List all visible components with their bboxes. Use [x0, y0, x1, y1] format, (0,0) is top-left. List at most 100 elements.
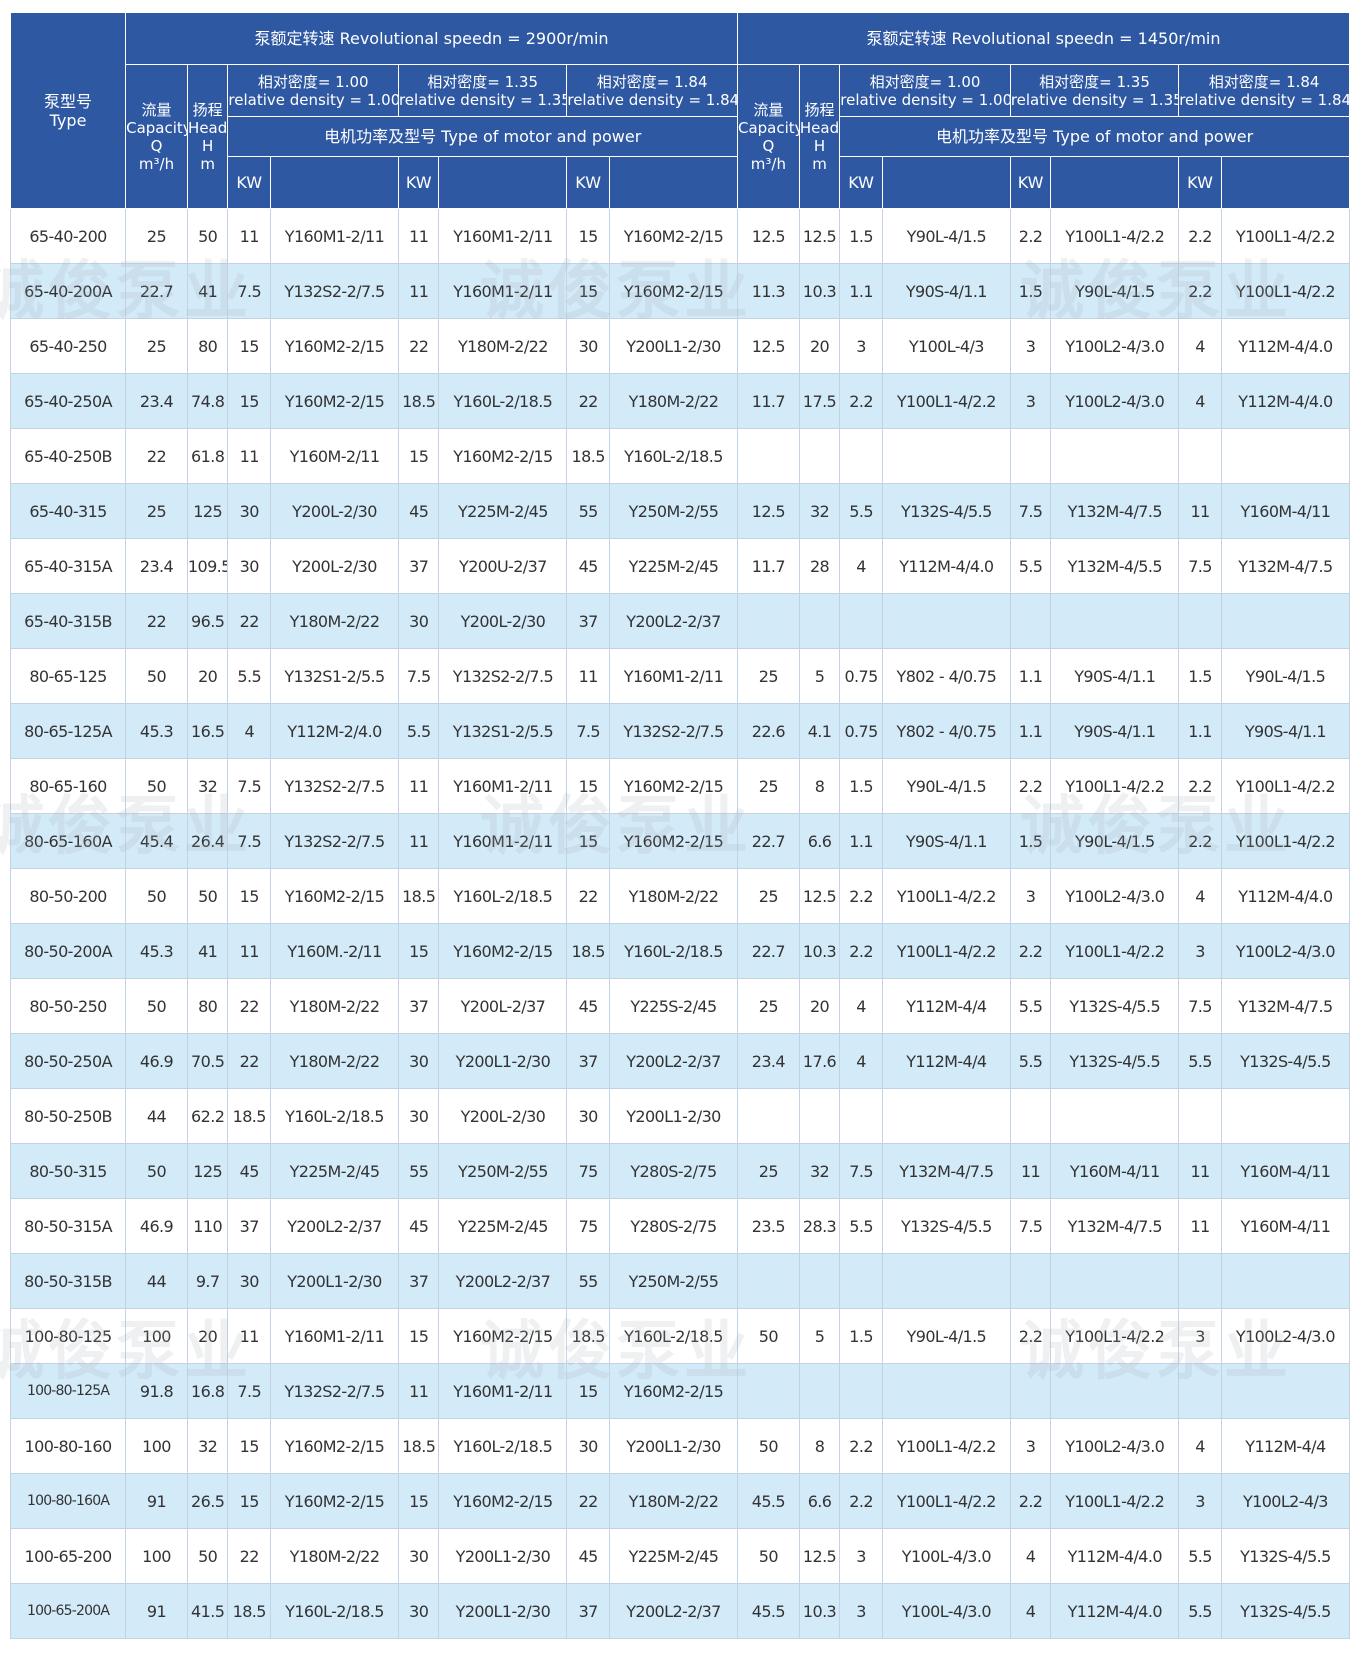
- density-3-header-2900: 相对密度= 1.84 relative density = 1.84: [566, 64, 738, 117]
- table-cell: Y132S-4/5.5: [1220, 1033, 1351, 1089]
- table-cell: [798, 1253, 841, 1309]
- table-cell: 32: [798, 1143, 841, 1199]
- pump-type-cell: 65-40-315B: [9, 593, 127, 649]
- table-cell: 45.3: [125, 703, 188, 759]
- table-row: 80-50-315 50 125 45 Y225M-2/45 55 Y250M-2/55 75…: [9, 1143, 1351, 1199]
- table-cell: Y160M1-2/11: [438, 758, 568, 814]
- kw-header: KW: [1178, 156, 1222, 209]
- type-header: 泵型号 Type: [9, 12, 127, 209]
- table-cell: [798, 428, 841, 484]
- table-cell: 18.5: [566, 428, 610, 484]
- kw-header: KW: [397, 156, 440, 209]
- density-2-header-2900: 相对密度= 1.35 relative density = 1.35: [397, 64, 568, 117]
- table-cell: Y160L-2/18.5: [270, 1088, 399, 1144]
- table-cell: Y160M2-2/15: [270, 1418, 399, 1474]
- table-cell: 45.4: [125, 813, 188, 869]
- table-cell: [839, 1088, 883, 1144]
- motor-model-header: [1220, 156, 1351, 209]
- table-row: 80-50-315A 46.9 110 37 Y200L2-2/37 45 Y225M-2/…: [9, 1198, 1351, 1254]
- table-cell: Y200L2-2/37: [270, 1198, 399, 1254]
- density-3-header-1450: 相对密度= 1.84 relative density = 1.84: [1178, 64, 1350, 117]
- table-cell: [1050, 428, 1180, 484]
- table-row: 65-40-315B 22 96.5 22 Y180M-2/22 30 Y200L-2/30…: [9, 593, 1351, 649]
- table-cell: Y160M1-2/11: [438, 1363, 568, 1419]
- table-cell: Y160M.-2/11: [270, 923, 399, 979]
- table-cell: 7.5: [227, 758, 272, 814]
- table-cell: Y100L1-4/2.2: [1220, 758, 1351, 814]
- table-cell: 17.5: [798, 373, 841, 429]
- table-cell: 18.5: [227, 1088, 272, 1144]
- table-cell: 50: [125, 648, 188, 704]
- table-cell: [1050, 1088, 1180, 1144]
- table-cell: 7.5: [227, 1363, 272, 1419]
- table-cell: Y90S-4/1.1: [881, 263, 1011, 319]
- table-cell: Y100L1-4/2.2: [881, 923, 1011, 979]
- table-cell: 37: [566, 593, 610, 649]
- table-cell: 22: [566, 373, 610, 429]
- table-cell: Y100L2-4/3: [1220, 1473, 1351, 1529]
- table-cell: 11: [227, 923, 272, 979]
- table-cell: 5.5: [1178, 1033, 1222, 1089]
- table-cell: Y100L1-4/2.2: [1220, 208, 1351, 264]
- table-header: 泵型号 Type 泵额定转速 Revolutional speedn = 290…: [9, 12, 1351, 209]
- table-cell: Y280S-2/75: [608, 1143, 738, 1199]
- table-cell: Y132M-4/7.5: [881, 1143, 1011, 1199]
- table-cell: 11: [227, 428, 272, 484]
- table-cell: 17.6: [798, 1033, 841, 1089]
- motor-header-2900: 电机功率及型号 Type of motor and power: [227, 116, 738, 157]
- table-cell: Y200L-2/30: [438, 593, 568, 649]
- table-cell: 26.4: [186, 813, 229, 869]
- table-cell: 91: [125, 1583, 188, 1639]
- table-cell: Y160M2-2/15: [270, 318, 399, 374]
- pump-type-cell: 80-50-315B: [9, 1253, 127, 1309]
- table-cell: Y132S2-2/7.5: [270, 263, 399, 319]
- table-cell: 50: [125, 758, 188, 814]
- table-cell: 30: [397, 1088, 440, 1144]
- table-cell: 50: [736, 1528, 800, 1584]
- table-cell: Y132S-4/5.5: [881, 483, 1011, 539]
- density-1-header-2900: 相对密度= 1.00 relative density = 1.00: [227, 64, 399, 117]
- table-row: 65-40-250 25 80 15 Y160M2-2/15 22 Y180M-2/22 30…: [9, 318, 1351, 374]
- table-cell: Y90L-4/1.5: [881, 1308, 1011, 1364]
- table-cell: 7.5: [227, 813, 272, 869]
- table-cell: 3: [839, 1583, 883, 1639]
- table-cell: 11: [227, 1308, 272, 1364]
- table-cell: Y160L-2/18.5: [608, 1308, 738, 1364]
- pump-type-cell: 100-80-160A: [9, 1473, 127, 1529]
- table-cell: Y200L2-2/37: [608, 593, 738, 649]
- density-1-header-1450: 相对密度= 1.00 relative density = 1.00: [839, 64, 1011, 117]
- table-cell: Y100L1-4/2.2: [881, 868, 1011, 924]
- kw-header: KW: [839, 156, 883, 209]
- table-cell: Y225M-2/45: [438, 1198, 568, 1254]
- table-cell: 3: [1009, 868, 1052, 924]
- table-cell: 7.5: [1009, 483, 1052, 539]
- pump-type-cell: 80-65-160A: [9, 813, 127, 869]
- table-cell: Y132S-4/5.5: [1050, 1033, 1180, 1089]
- table-cell: Y160M2-2/15: [270, 373, 399, 429]
- table-cell: 25: [736, 978, 800, 1034]
- table-cell: Y132S2-2/7.5: [270, 813, 399, 869]
- table-cell: 1.1: [1009, 703, 1052, 759]
- table-cell: 20: [798, 318, 841, 374]
- table-cell: 2.2: [839, 373, 883, 429]
- motor-model-header: [608, 156, 738, 209]
- table-cell: Y132S-4/5.5: [1220, 1583, 1351, 1639]
- table-cell: 46.9: [125, 1198, 188, 1254]
- table-row: 80-50-250B 44 62.2 18.5 Y160L-2/18.5 30 Y200L-…: [9, 1088, 1351, 1144]
- table-cell: 25: [125, 208, 188, 264]
- table-cell: Y160M2-2/15: [438, 1473, 568, 1529]
- table-cell: Y132S2-2/7.5: [270, 1363, 399, 1419]
- table-cell: 23.4: [125, 373, 188, 429]
- type-header-en: Type: [49, 110, 87, 130]
- table-cell: 50: [125, 1143, 188, 1199]
- table-cell: 26.5: [186, 1473, 229, 1529]
- table-cell: Y180M-2/22: [270, 593, 399, 649]
- table-cell: 12.5: [798, 208, 841, 264]
- table-cell: Y132S1-2/5.5: [438, 703, 568, 759]
- table-cell: 3: [1009, 1418, 1052, 1474]
- table-cell: 11: [1178, 1143, 1222, 1199]
- table-cell: 4.1: [798, 703, 841, 759]
- table-cell: 8: [798, 758, 841, 814]
